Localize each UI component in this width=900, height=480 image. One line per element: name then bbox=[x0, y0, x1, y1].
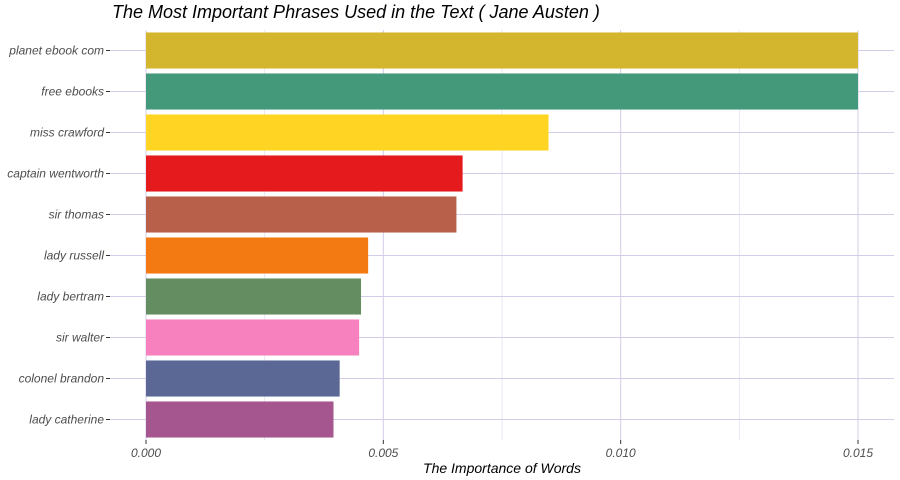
y-axis: planet ebook com free ebooks miss crawford… bbox=[7, 44, 110, 427]
y-tick-label: colonel brandon bbox=[19, 372, 105, 386]
y-tick-label: lady bertram bbox=[37, 290, 104, 304]
y-tick-label: lady russell bbox=[44, 249, 104, 263]
x-axis-title: The Importance of Words bbox=[423, 460, 581, 476]
bar-sir-thomas bbox=[146, 196, 457, 233]
x-tick-label: 0.015 bbox=[843, 446, 873, 460]
y-tick-label: miss crawford bbox=[30, 126, 104, 140]
bar-free-ebooks bbox=[146, 73, 858, 110]
bar-lady-russell bbox=[146, 237, 369, 274]
bar-colonel-brandon bbox=[146, 360, 340, 397]
bar-captain-wentworth bbox=[146, 155, 463, 192]
y-tick-label: sir walter bbox=[56, 331, 105, 345]
y-tick-label: lady catherine bbox=[29, 413, 104, 427]
x-tick-label: 0.005 bbox=[368, 446, 398, 460]
x-tick-label: 0.000 bbox=[131, 446, 161, 460]
chart-title: The Most Important Phrases Used in the T… bbox=[112, 2, 600, 22]
y-tick-label: captain wentworth bbox=[7, 167, 104, 181]
y-tick-label: sir thomas bbox=[49, 208, 104, 222]
bar-sir-walter bbox=[146, 319, 360, 356]
bar-lady-bertram bbox=[146, 278, 362, 315]
bar-layer bbox=[146, 32, 858, 438]
bar-planet-ebook-com bbox=[146, 32, 858, 69]
y-tick-label: free ebooks bbox=[41, 85, 104, 99]
x-tick-label: 0.010 bbox=[606, 446, 636, 460]
x-axis: 0.000 0.005 0.010 0.015 bbox=[131, 440, 873, 460]
bar-lady-catherine bbox=[146, 401, 334, 438]
bar-miss-crawford bbox=[146, 114, 549, 151]
y-tick-label: planet ebook com bbox=[8, 44, 104, 58]
